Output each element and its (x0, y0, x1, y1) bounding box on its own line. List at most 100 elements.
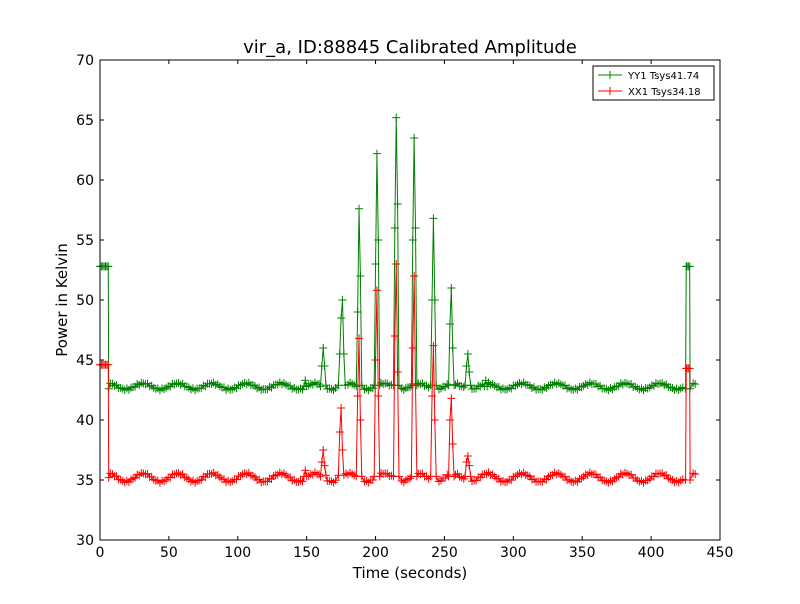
data-point (248, 381, 257, 390)
data-point (623, 469, 631, 478)
data-point (242, 470, 251, 479)
data-point (310, 378, 319, 387)
data-point (430, 296, 439, 304)
data-point (585, 378, 594, 387)
data-point (505, 383, 514, 392)
chart-title: vir_a, ID:88845 Calibrated Amplitude (243, 37, 577, 58)
data-point (411, 224, 420, 232)
x-tick-label: 450 (707, 545, 734, 561)
data-point (135, 381, 144, 390)
data-point (639, 386, 648, 395)
y-tick-label: 50 (76, 293, 94, 309)
data-point (410, 134, 419, 142)
data-point (337, 314, 346, 322)
data-point (339, 471, 348, 480)
data-point (199, 381, 208, 390)
data-point (288, 476, 297, 485)
data-point (315, 470, 324, 479)
x-tick-label: 100 (224, 545, 251, 561)
data-point (519, 378, 528, 387)
data-point (432, 472, 441, 481)
data-point (180, 473, 189, 482)
data-point (106, 469, 115, 478)
data-point (390, 224, 399, 232)
data-point (631, 382, 640, 391)
data-point (397, 476, 406, 485)
data-point (355, 334, 364, 343)
data-point (550, 468, 559, 477)
series-markers (96, 113, 700, 395)
data-point (275, 378, 284, 387)
data-point (503, 477, 512, 486)
data-point (372, 286, 381, 295)
data-point (129, 383, 138, 392)
data-point (448, 344, 457, 352)
data-point (565, 475, 574, 484)
data-point (610, 383, 619, 392)
data-point (158, 476, 166, 485)
data-point (122, 476, 131, 485)
data-point (352, 382, 361, 391)
data-point (319, 446, 328, 454)
series-2 (96, 260, 700, 487)
data-point (379, 380, 388, 389)
data-point (242, 380, 251, 389)
data-point (207, 469, 216, 478)
data-point (356, 272, 365, 280)
data-point (463, 350, 472, 358)
data-point (116, 383, 125, 392)
data-point (434, 385, 443, 394)
data-point (394, 472, 403, 481)
data-point (211, 381, 220, 390)
data-point (620, 378, 629, 387)
data-point (666, 475, 675, 484)
data-point (162, 383, 171, 392)
y-tick-label: 55 (76, 233, 94, 249)
data-point (507, 476, 516, 485)
data-point (527, 384, 536, 393)
y-tick-label: 40 (76, 413, 94, 429)
data-point (353, 392, 362, 400)
y-tick-label: 65 (76, 113, 94, 129)
plot-area (100, 60, 720, 540)
data-point (561, 472, 569, 481)
data-point (357, 472, 366, 481)
data-point (257, 478, 266, 487)
data-point (282, 380, 290, 389)
data-point (544, 472, 553, 481)
data-point (290, 476, 299, 485)
data-point (393, 200, 402, 208)
data-point (155, 386, 164, 395)
data-point (635, 385, 644, 394)
data-point (443, 470, 452, 479)
data-point (623, 379, 631, 388)
data-point (434, 477, 443, 486)
data-point (215, 382, 224, 391)
data-point (302, 382, 311, 391)
data-point (236, 472, 245, 481)
data-point (321, 471, 330, 480)
data-point (149, 475, 158, 484)
data-point (445, 416, 454, 424)
data-point (544, 381, 553, 390)
data-point (226, 478, 235, 487)
data-point (447, 284, 456, 292)
data-point (182, 473, 191, 482)
data-point (320, 461, 329, 470)
data-point (666, 383, 675, 392)
data-point (643, 476, 652, 485)
data-point (521, 470, 530, 479)
data-point (490, 381, 499, 390)
data-point (486, 380, 495, 389)
data-point (428, 392, 437, 400)
data-point (447, 394, 456, 403)
data-point (523, 380, 532, 389)
data-point (571, 476, 580, 485)
data-point (416, 470, 425, 479)
data-point (224, 384, 233, 393)
data-point (226, 385, 235, 394)
data-point (429, 214, 438, 223)
y-axis-label: Power in Kelvin (53, 243, 71, 357)
data-point (490, 472, 499, 481)
data-point (133, 470, 142, 479)
